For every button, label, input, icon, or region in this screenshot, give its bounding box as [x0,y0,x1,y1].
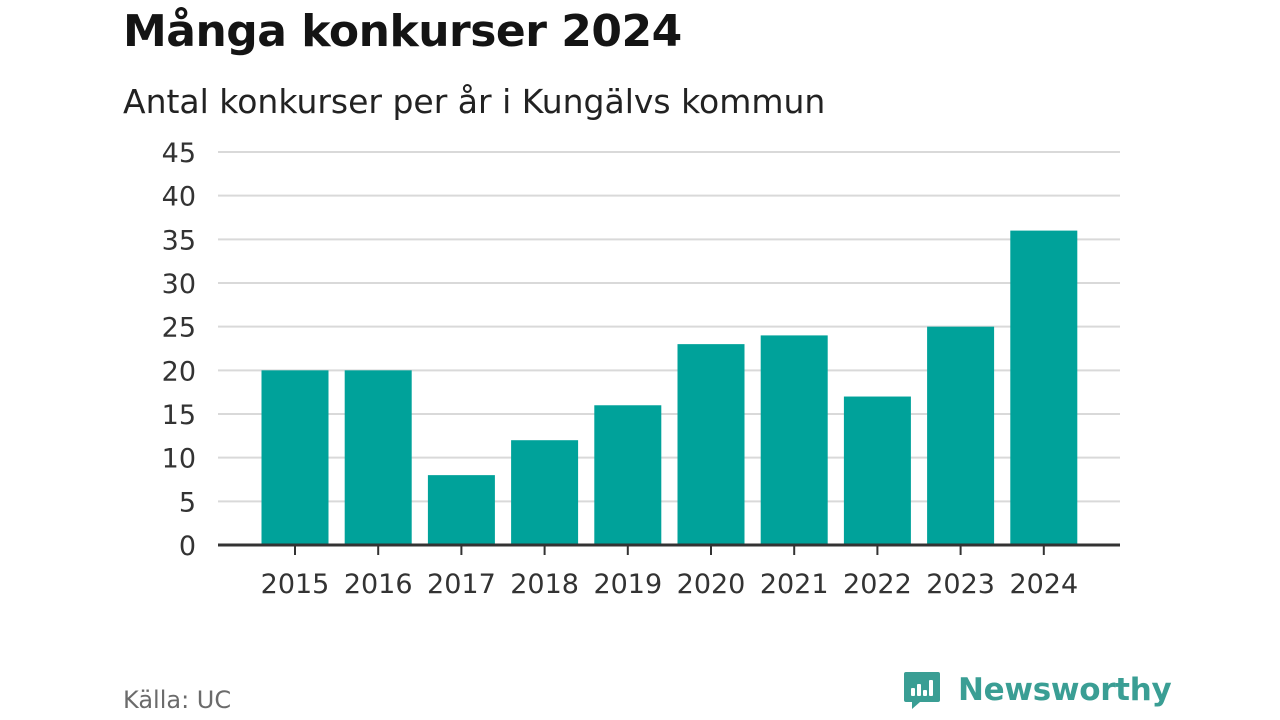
bar [760,335,828,545]
x-tick-label: 2017 [427,569,496,600]
y-tick-label: 40 [162,182,196,213]
brand-name: Newsworthy [958,672,1172,708]
y-tick-label: 35 [162,225,196,256]
y-tick-label: 15 [162,400,196,431]
x-tick-label: 2016 [344,569,413,600]
bar [927,326,995,545]
y-tick-label: 10 [162,444,196,475]
bar [261,370,329,545]
brand: Newsworthy [902,670,1172,710]
x-tick-label: 2022 [843,569,912,600]
source-note: Källa: UC [123,686,232,714]
x-tick-label: 2023 [926,569,995,600]
bar [594,405,662,545]
x-tick-label: 2018 [510,569,579,600]
y-tick-label: 25 [162,313,196,344]
chart-title: Många konkurser 2024 [123,6,682,57]
bar [1010,230,1078,545]
newsworthy-logo-icon [904,672,940,709]
y-tick-label: 45 [162,138,196,169]
bar [344,370,412,545]
x-tick-label: 2015 [261,569,330,600]
bar [511,440,579,545]
x-tick-label: 2024 [1009,569,1078,600]
bar [843,396,911,545]
x-tick-label: 2019 [593,569,662,600]
bar [677,344,745,545]
chart-subtitle: Antal konkurser per år i Kungälvs kommun [123,82,826,121]
y-tick-label: 20 [162,356,196,387]
y-tick-label: 30 [162,269,196,300]
x-tick-label: 2020 [677,569,746,600]
bar [427,475,495,545]
x-tick-label: 2021 [760,569,829,600]
y-tick-label: 5 [179,487,196,518]
y-tick-label: 0 [179,531,196,562]
